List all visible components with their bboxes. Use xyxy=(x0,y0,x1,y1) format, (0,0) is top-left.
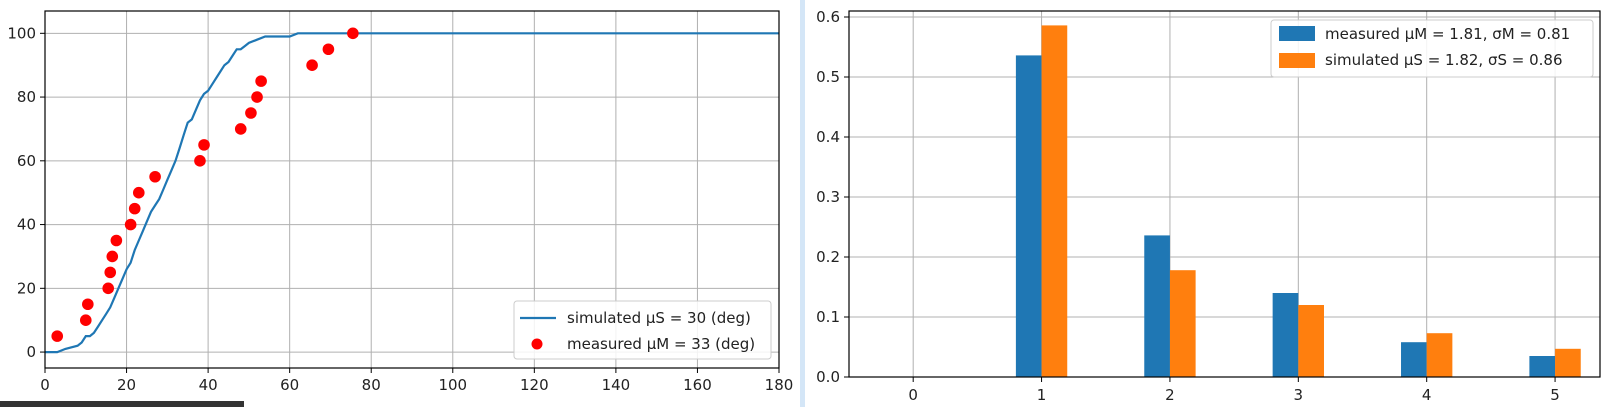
left-chart-panel: 0 20 40 60 80 100 120 140 160 180 0 20 40 60 80 100 si… xyxy=(0,0,800,407)
measured-point xyxy=(104,266,117,279)
x-tick-label: 0 xyxy=(40,376,50,394)
measured-point xyxy=(51,330,64,342)
legend-label-measured: measured μM = 1.81, σM = 0.81 xyxy=(1325,25,1570,43)
y-tick-label: 0.2 xyxy=(816,248,840,266)
x-tick-label: 1 xyxy=(1037,386,1047,404)
measured-point xyxy=(251,91,263,103)
measured-bar xyxy=(1144,235,1170,377)
measured-bar xyxy=(1401,342,1427,377)
x-tick-label: 4 xyxy=(1422,386,1432,404)
measured-point xyxy=(255,75,267,87)
simulated-bar xyxy=(1169,270,1196,377)
legend-dot-swatch xyxy=(531,338,543,350)
measured-points-group xyxy=(51,27,359,342)
measured-point xyxy=(306,59,318,71)
y-tick-label: 40 xyxy=(17,216,36,234)
x-tick-label: 20 xyxy=(117,376,136,394)
simulated-bar xyxy=(1555,348,1581,377)
y-tick-label: 0 xyxy=(26,343,36,361)
legend-label-simulated: simulated μS = 1.82, σS = 0.86 xyxy=(1325,51,1563,69)
measured-point xyxy=(79,314,92,326)
measured-point xyxy=(245,107,257,119)
legend-label-simulated: simulated μS = 30 (deg) xyxy=(567,309,751,327)
measured-bar xyxy=(1529,356,1556,377)
x-tick-label: 120 xyxy=(520,376,549,394)
measured-point xyxy=(102,282,115,295)
x-tick-label: 160 xyxy=(683,376,712,394)
panel-divider xyxy=(800,0,805,407)
measured-bar xyxy=(1015,55,1042,378)
histogram-chart: 0 1 2 3 4 5 0.0 0.1 0.2 0.3 0.4 0.5 0.6 measured μM… xyxy=(816,8,1601,404)
measured-point xyxy=(198,139,210,151)
right-chart-panel: 0 1 2 3 4 5 0.0 0.1 0.2 0.3 0.4 0.5 0.6 measured μM… xyxy=(805,0,1603,407)
y-tick-label: 60 xyxy=(17,152,36,170)
x-tick-labels: 0 20 40 60 80 100 120 140 160 180 xyxy=(40,376,793,394)
x-tick-label: 140 xyxy=(602,376,631,394)
measured-point xyxy=(234,123,247,135)
x-tick-label: 3 xyxy=(1294,386,1304,404)
simulated-series-line xyxy=(45,32,779,354)
y-tick-label: 0.4 xyxy=(816,128,840,146)
measured-point xyxy=(110,234,123,247)
legend: simulated μS = 30 (deg) measured μM = 33… xyxy=(513,300,772,360)
x-tick-label: 100 xyxy=(438,376,467,394)
simulated-bar xyxy=(1426,333,1453,377)
measured-point xyxy=(347,27,359,40)
y-tick-label: 0.6 xyxy=(816,8,840,26)
measured-point xyxy=(124,218,137,231)
y-tick-label: 0.3 xyxy=(816,188,840,206)
legend-swatch-simulated xyxy=(1279,53,1315,68)
x-tick-label: 5 xyxy=(1550,386,1560,404)
measured-point xyxy=(82,298,94,311)
legend-box xyxy=(1270,19,1594,78)
measured-point xyxy=(322,43,335,56)
x-tick-label: 2 xyxy=(1165,386,1175,404)
x-tick-label: 0 xyxy=(908,386,918,404)
measured-point xyxy=(106,250,119,263)
legend: measured μM = 1.81, σM = 0.81 simulated … xyxy=(1270,19,1594,78)
simulated-line-group xyxy=(45,32,779,354)
y-tick-label: 80 xyxy=(17,88,36,106)
x-tick-label: 60 xyxy=(280,376,299,394)
legend-swatch-measured xyxy=(1279,26,1315,41)
y-tick-labels: 0 20 40 60 80 100 xyxy=(7,24,36,361)
legend-label-measured: measured μM = 33 (deg) xyxy=(567,335,755,353)
measured-point xyxy=(194,155,206,167)
simulated-bar xyxy=(1298,305,1324,377)
measured-point xyxy=(132,186,145,199)
bars-group xyxy=(1015,25,1581,378)
y-tick-label: 0.0 xyxy=(816,368,840,386)
plot-frame xyxy=(44,10,780,369)
x-tick-label: 80 xyxy=(362,376,381,394)
x-tick-label: 180 xyxy=(765,376,794,394)
y-tick-label: 0.1 xyxy=(816,308,840,326)
x-tick-labels: 0 1 2 3 4 5 xyxy=(908,386,1559,404)
measured-point xyxy=(149,170,161,183)
plot-frame xyxy=(848,10,1601,378)
y-tick-label: 20 xyxy=(17,279,36,297)
x-tick-label: 40 xyxy=(199,376,218,394)
measured-point xyxy=(128,202,141,215)
simulated-bar xyxy=(1041,25,1068,378)
cdf-chart: 0 20 40 60 80 100 120 140 160 180 0 20 40 60 80 100 si… xyxy=(7,10,793,394)
measured-bar xyxy=(1272,293,1299,377)
y-tick-label: 100 xyxy=(7,24,36,42)
y-tick-label: 0.5 xyxy=(816,68,840,86)
y-tick-labels: 0.0 0.1 0.2 0.3 0.4 0.5 0.6 xyxy=(816,8,840,386)
horizontal-scrollbar[interactable] xyxy=(0,401,244,407)
legend-box xyxy=(513,300,772,360)
